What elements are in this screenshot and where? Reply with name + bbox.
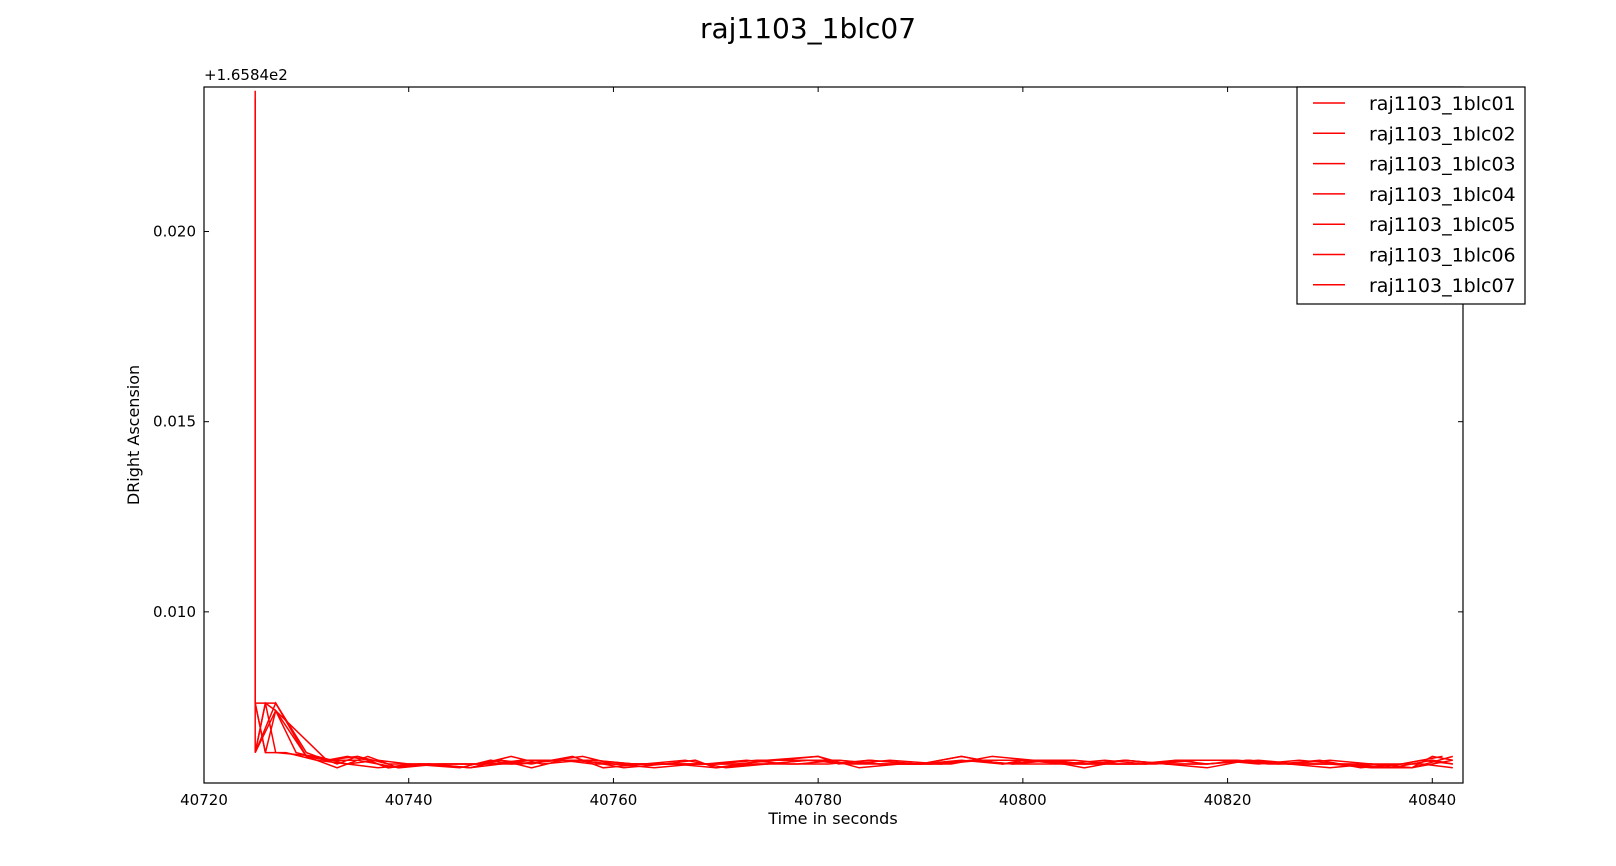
y-offset-label: +1.6584e2 bbox=[204, 66, 288, 84]
legend-label: raj1103_1blc07 bbox=[1369, 275, 1516, 297]
plot-frame bbox=[203, 86, 1464, 784]
series-layer bbox=[254, 90, 1454, 769]
x-tick-label: 40780 bbox=[794, 791, 842, 809]
x-tick-label: 40800 bbox=[999, 791, 1047, 809]
ticks-layer: 40720 40740 40760 40780 40800 40820 40840 0.010… bbox=[153, 87, 1463, 809]
y-tick-label: 0.020 bbox=[153, 223, 196, 241]
plot-area: 40720 40740 40760 40780 40800 40820 40840 0.010… bbox=[153, 86, 1464, 809]
y-axis-label: DRight Ascension bbox=[124, 365, 143, 505]
x-tick-label: 40840 bbox=[1408, 791, 1456, 809]
legend-frame bbox=[1296, 86, 1526, 305]
legend-label: raj1103_1blc05 bbox=[1369, 214, 1516, 236]
series-line-7 bbox=[254, 708, 1453, 769]
x-axis-label: Time in seconds bbox=[767, 809, 897, 828]
legend-items: raj1103_1blc01 raj1103_1blc02 raj1103_1blc… bbox=[1313, 93, 1516, 297]
x-tick-label: 40740 bbox=[385, 791, 433, 809]
chart-title: raj1103_1blc07 bbox=[700, 12, 916, 45]
legend-label: raj1103_1blc02 bbox=[1369, 123, 1516, 145]
legend-label: raj1103_1blc01 bbox=[1369, 93, 1516, 115]
x-tick-label: 40720 bbox=[180, 791, 228, 809]
series-line-4 bbox=[254, 702, 1454, 769]
legend-label: raj1103_1blc06 bbox=[1369, 245, 1516, 267]
legend-label: raj1103_1blc03 bbox=[1369, 154, 1516, 176]
legend: raj1103_1blc01 raj1103_1blc02 raj1103_1blc… bbox=[1296, 86, 1526, 305]
y-tick-label: 0.015 bbox=[153, 413, 196, 431]
legend-label: raj1103_1blc04 bbox=[1369, 184, 1516, 206]
x-tick-label: 40760 bbox=[590, 791, 638, 809]
y-tick-label: 0.010 bbox=[153, 603, 196, 621]
x-tick-label: 40820 bbox=[1204, 791, 1252, 809]
